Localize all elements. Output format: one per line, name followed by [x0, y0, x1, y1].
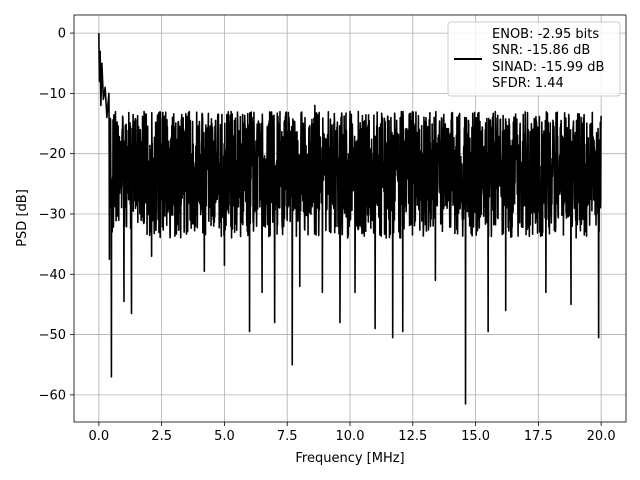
x-tick-label: 10.0	[336, 429, 365, 444]
x-tick-label: 7.5	[277, 429, 298, 444]
legend-line-snr: SNR: -15.86 dB	[492, 43, 590, 58]
x-tick-label: 20.0	[587, 429, 616, 444]
y-tick-label: −40	[39, 268, 66, 283]
x-axis-ticks: 0.0 2.5 5.0 7.5 10.0 12.5 15.0 17.5 20.0	[89, 422, 616, 444]
x-axis-label: Frequency [MHz]	[295, 451, 404, 466]
y-axis-label: PSD [dB]	[15, 189, 30, 247]
legend: ENOB: -2.95 bits SNR: -15.86 dB SINAD: -…	[447, 21, 621, 97]
x-tick-label: 5.0	[214, 429, 235, 444]
y-tick-label: −20	[39, 147, 66, 162]
y-tick-label: −50	[39, 328, 66, 343]
x-tick-label: 15.0	[461, 429, 490, 444]
legend-line-sfdr: SFDR: 1.44	[492, 76, 564, 91]
x-tick-label: 0.0	[89, 429, 110, 444]
y-tick-label: 0	[58, 27, 66, 42]
x-tick-label: 12.5	[398, 429, 427, 444]
legend-line-enob: ENOB: -2.95 bits	[492, 27, 599, 42]
series-layer	[98, 33, 602, 405]
x-tick-label: 2.5	[151, 429, 172, 444]
x-tick-label: 17.5	[524, 429, 553, 444]
psd-series-line	[98, 33, 602, 405]
y-tick-label: −10	[39, 87, 66, 102]
y-tick-label: −60	[39, 388, 66, 403]
legend-line-sinad: SINAD: -15.99 dB	[492, 60, 604, 75]
y-axis-ticks: 0 −10 −20 −30 −40 −50 −60	[39, 27, 74, 403]
y-tick-label: −30	[39, 207, 66, 222]
legend-box	[447, 21, 621, 97]
